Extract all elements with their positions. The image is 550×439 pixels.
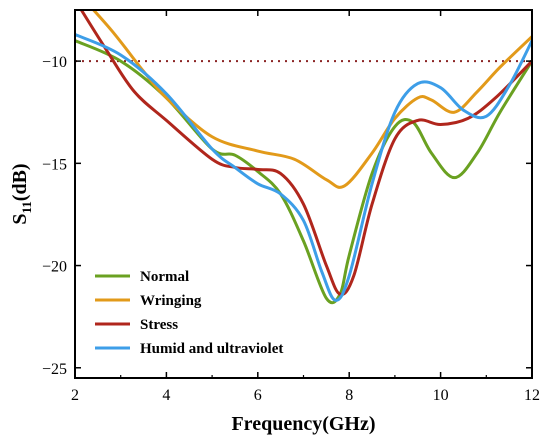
y-tick-label: −20	[42, 259, 67, 276]
series-layer	[75, 10, 532, 305]
x-tick-label: 10	[433, 387, 449, 404]
legend-label-4: Humid and ultraviolet	[140, 341, 283, 357]
x-tick-label: 4	[162, 387, 170, 404]
series-line-3	[79, 10, 532, 296]
x-tick-label: 6	[254, 387, 262, 404]
x-tick-label: 12	[524, 387, 540, 404]
tick-layer: 2 4 6 8 10 12 −10 −15 −20 −25	[42, 10, 540, 404]
y-tick-label: −15	[42, 156, 67, 173]
y-axis-title-base: S	[9, 213, 31, 224]
legend: Normal Wringing Stress Humid and ultraviole…	[95, 269, 283, 357]
series-line-1	[75, 39, 532, 305]
x-tick-label: 2	[71, 387, 79, 404]
legend-label-3: Stress	[140, 317, 178, 333]
y-tick-label: −10	[42, 54, 67, 71]
y-tick-label: −25	[42, 361, 67, 378]
y-axis-title-subscript: 11	[19, 201, 34, 213]
series-line-2	[91, 10, 532, 189]
legend-label-1: Normal	[140, 269, 189, 285]
y-axis-title: S11(dB)	[9, 163, 34, 224]
legend-label-2: Wringing	[140, 293, 202, 309]
x-axis-title: Frequency(GHz)	[231, 413, 375, 435]
x-tick-label: 8	[345, 387, 353, 404]
series-line-4	[75, 33, 532, 302]
y-axis-title-suffix: (dB)	[9, 163, 31, 201]
